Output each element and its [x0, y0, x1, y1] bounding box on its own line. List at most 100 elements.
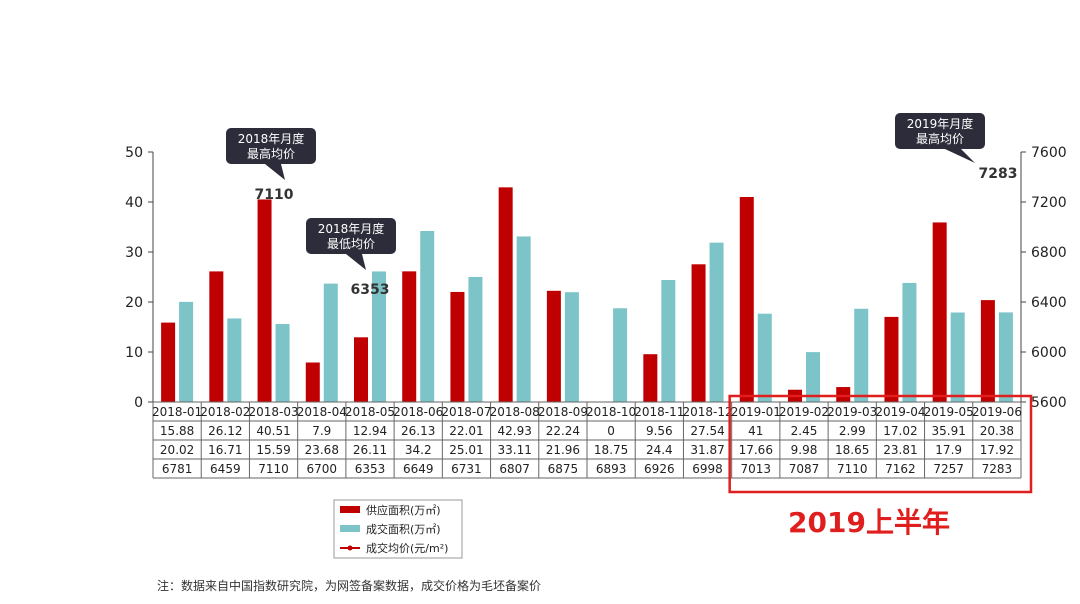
- table-value: 6893: [596, 462, 627, 476]
- sold-bar: [902, 282, 917, 402]
- sold-bar: [854, 308, 869, 402]
- bars: [161, 187, 1013, 402]
- left-tick-label: 20: [125, 295, 143, 311]
- table-value: 23.81: [883, 443, 917, 457]
- table-value: 7087: [789, 462, 820, 476]
- table-category-label: 2018-12: [682, 405, 732, 419]
- table-value: 17.92: [980, 443, 1014, 457]
- annotations: 2018年月度最高均价71102018年月度最低均价63532019年月度最高均…: [226, 113, 1017, 298]
- supply-bar: [209, 271, 224, 402]
- table-value: 9.56: [646, 424, 673, 438]
- table-category-label: 2019-05: [924, 405, 974, 419]
- supply-bar: [305, 362, 320, 402]
- table-value: 7283: [982, 462, 1013, 476]
- table-category-label: 2018-10: [586, 405, 636, 419]
- left-tick-label: 10: [125, 345, 143, 361]
- axes: 0 10 20 30 40 50 5600 6000 6400 6800 7200 7600: [125, 145, 1066, 411]
- table-value: 6731: [451, 462, 482, 476]
- table-value: 23.68: [305, 443, 339, 457]
- annotation-value: 7283: [979, 166, 1018, 182]
- table-value: 20.38: [980, 424, 1014, 438]
- right-tick-label: 6400: [1031, 295, 1067, 311]
- supply-bar: [546, 290, 561, 402]
- annotation-pointer: [265, 164, 285, 180]
- legend-swatch: [340, 506, 360, 513]
- annotation-value: 6353: [351, 282, 390, 298]
- table-value: 18.75: [594, 443, 628, 457]
- table-category-label: 2019-06: [972, 405, 1022, 419]
- right-tick-label: 7200: [1031, 195, 1067, 211]
- sold-bar: [613, 308, 628, 402]
- annotation-text: 2019年月度: [907, 116, 974, 131]
- annotation-text: 2018年月度: [318, 221, 385, 236]
- table-value: 7013: [741, 462, 772, 476]
- right-tick-label: 6000: [1031, 345, 1067, 361]
- table-value: 17.02: [883, 424, 917, 438]
- table-value: 15.59: [256, 443, 290, 457]
- left-tick-label: 30: [125, 245, 143, 261]
- sold-bar: [468, 276, 483, 402]
- table-value: 2.99: [839, 424, 866, 438]
- table-category-label: 2018-02: [200, 405, 250, 419]
- supply-bar: [884, 316, 899, 402]
- highlight-label: 2019上半年: [788, 506, 950, 539]
- table-value: 25.01: [449, 443, 483, 457]
- table-value: 18.65: [835, 443, 869, 457]
- table-category-label: 2018-03: [248, 405, 298, 419]
- table-category-label: 2018-06: [393, 405, 443, 419]
- table-value: 35.91: [931, 424, 965, 438]
- sold-bar: [227, 318, 242, 402]
- sold-bar: [998, 312, 1013, 402]
- legend-label: 供应面积(万㎡): [366, 503, 441, 517]
- annotation-box: [306, 218, 396, 254]
- table-value: 12.94: [353, 424, 387, 438]
- table-value: 7110: [258, 462, 289, 476]
- table-value: 22.01: [449, 424, 483, 438]
- table-value: 24.4: [646, 443, 673, 457]
- supply-bar: [980, 300, 995, 402]
- sold-bar: [661, 280, 676, 402]
- table-value: 20.02: [160, 443, 194, 457]
- highlight-box: [728, 394, 1033, 494]
- sold-bar: [564, 292, 579, 402]
- supply-bar: [498, 187, 513, 402]
- table-category-label: 2018-05: [345, 405, 395, 419]
- table-value: 21.96: [546, 443, 580, 457]
- legend-swatch: [340, 525, 360, 532]
- sold-bar: [709, 242, 724, 402]
- sold-bar: [275, 324, 290, 402]
- source-note: 注：数据来自中国指数研究院，为网签备案数据，成交价格为毛坯备案价: [157, 578, 541, 593]
- supply-bar: [691, 264, 706, 402]
- sold-bar: [179, 301, 194, 402]
- table-value: 6459: [210, 462, 241, 476]
- table-value: 34.2: [405, 443, 432, 457]
- left-tick-label: 0: [134, 395, 143, 411]
- table-category-label: 2019-01: [731, 405, 781, 419]
- sold-bar: [757, 313, 772, 402]
- supply-bar: [450, 291, 465, 402]
- table-value: 2.45: [791, 424, 818, 438]
- annotation-pointer: [945, 149, 975, 163]
- table-value: 27.54: [690, 424, 724, 438]
- table-value: 42.93: [497, 424, 531, 438]
- table-category-label: 2018-04: [297, 405, 347, 419]
- table-category-label: 2018-09: [538, 405, 588, 419]
- sold-bar: [323, 283, 338, 402]
- annotation-text: 最低均价: [327, 237, 375, 251]
- data-table: 2018-012018-022018-032018-042018-052018-…: [152, 401, 1022, 479]
- table-value: 6807: [499, 462, 530, 476]
- sold-bar: [420, 231, 435, 402]
- sold-bar: [372, 271, 386, 402]
- supply-bar: [402, 271, 417, 402]
- table-value: 7110: [837, 462, 868, 476]
- legend: 供应面积(万㎡) 成交面积(万㎡) 成交均价(元/m²): [333, 499, 463, 559]
- annotation-box: [895, 113, 985, 149]
- annotation-value: 7110: [255, 187, 294, 203]
- table-value: 6998: [692, 462, 723, 476]
- right-tick-label: 7600: [1031, 145, 1067, 161]
- table-value: 26.13: [401, 424, 435, 438]
- table-value: 7257: [933, 462, 964, 476]
- sold-bar: [516, 236, 531, 402]
- table-value: 26.11: [353, 443, 387, 457]
